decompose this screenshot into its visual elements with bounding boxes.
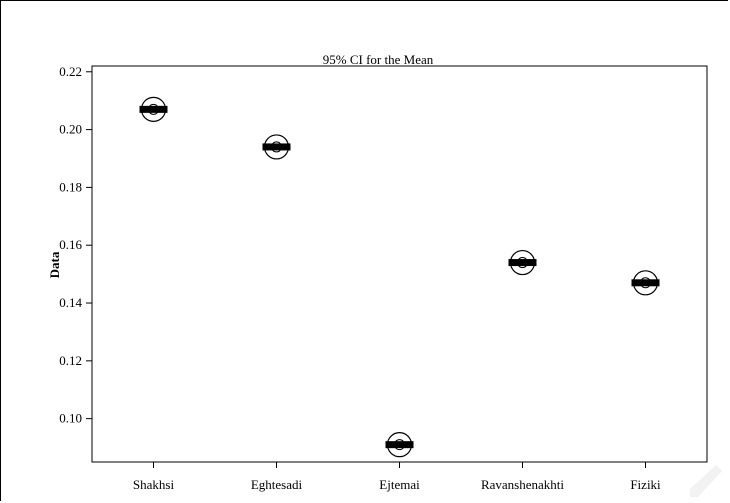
x-tick-label: Ravanshenakhti bbox=[481, 477, 564, 492]
x-tick-label: Ejtemai bbox=[379, 477, 420, 492]
y-tick-label: 0.12 bbox=[59, 353, 82, 368]
y-tick-label: 0.10 bbox=[59, 411, 82, 426]
x-tick-label: Shakhsi bbox=[133, 477, 175, 492]
data-point bbox=[508, 249, 537, 276]
y-tick-label: 0.14 bbox=[59, 295, 82, 310]
y-tick-label: 0.18 bbox=[59, 179, 82, 194]
y-tick-label: 0.16 bbox=[59, 237, 82, 252]
x-tick-label: Fiziki bbox=[630, 477, 661, 492]
ci-bar bbox=[631, 279, 660, 287]
data-point bbox=[631, 270, 660, 296]
data-point bbox=[262, 134, 291, 160]
plot-frame bbox=[91, 65, 708, 463]
x-tick-label: Eghtesadi bbox=[251, 477, 303, 492]
chart-title: 95% CI for the Mean bbox=[323, 52, 434, 67]
data-marks bbox=[139, 96, 660, 458]
y-axis: 0.10 0.12 0.14 0.16 0.18 0.20 0.22 bbox=[59, 64, 92, 426]
x-axis: Shakhsi Eghtesadi Ejtemai Ravanshenakhti Fiz… bbox=[133, 462, 661, 492]
y-axis-label: Data bbox=[47, 251, 62, 278]
watermark-icon bbox=[690, 465, 722, 497]
ci-bar bbox=[508, 259, 537, 267]
data-point bbox=[139, 96, 168, 122]
ci-bar bbox=[385, 441, 414, 449]
ci-bar bbox=[262, 143, 291, 151]
y-tick-label: 0.22 bbox=[59, 64, 82, 79]
ci-bar bbox=[139, 105, 168, 113]
y-tick-label: 0.20 bbox=[59, 122, 82, 137]
data-point bbox=[385, 432, 414, 458]
plot-area bbox=[91, 65, 708, 463]
